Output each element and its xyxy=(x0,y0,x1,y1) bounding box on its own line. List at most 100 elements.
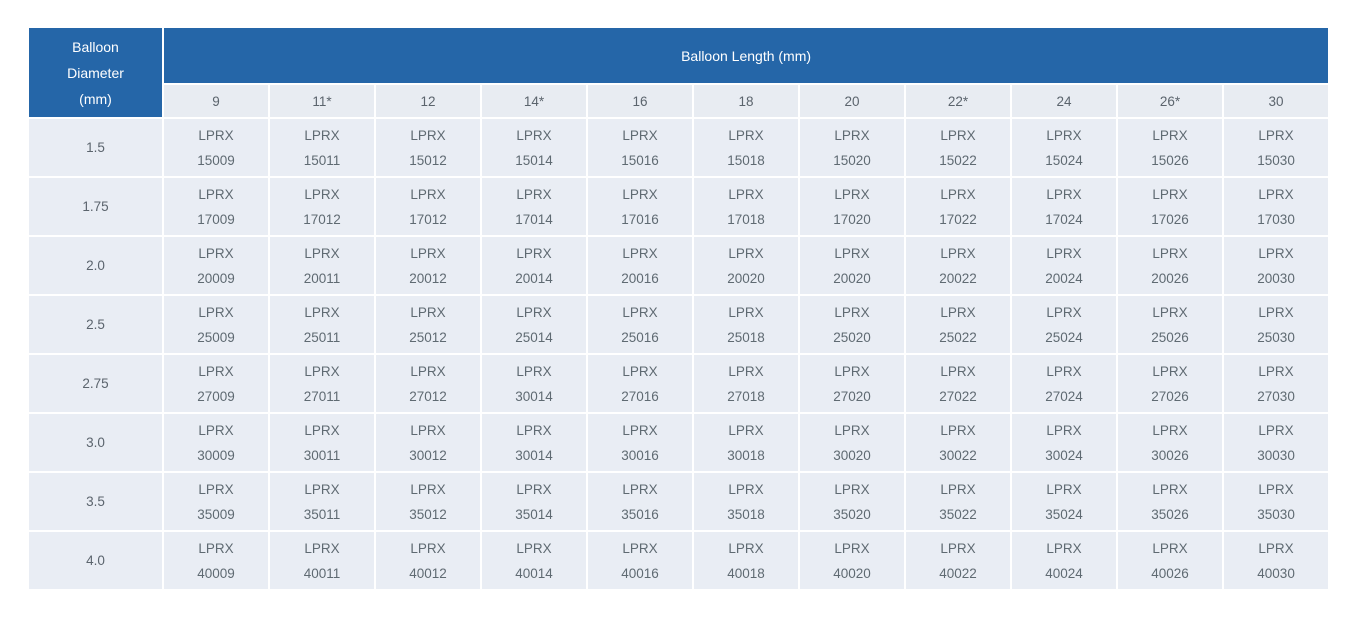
product-code-cell: LPRX 17009 xyxy=(162,176,270,237)
product-code-prefix: LPRX xyxy=(1046,481,1082,497)
product-code-number: 27020 xyxy=(833,388,871,404)
product-code-cell: LPRX 27024 xyxy=(1010,353,1118,414)
product-code-number: 40022 xyxy=(939,565,977,581)
product-code-cell: LPRX 27018 xyxy=(692,353,800,414)
product-code-number: 40026 xyxy=(1151,565,1189,581)
product-code-prefix: LPRX xyxy=(198,540,234,556)
product-code-cell: LPRX 20026 xyxy=(1116,235,1224,296)
length-column-header: 24 xyxy=(1010,83,1118,119)
product-code-number: 25016 xyxy=(621,329,659,345)
product-code-number: 15022 xyxy=(939,152,977,168)
product-code-number: 35012 xyxy=(409,506,447,522)
product-code-number: 27030 xyxy=(1257,388,1295,404)
product-code-number: 20020 xyxy=(727,270,765,286)
product-code-prefix: LPRX xyxy=(728,481,764,497)
product-code-prefix: LPRX xyxy=(198,245,234,261)
product-code-cell: LPRX 25016 xyxy=(586,294,694,355)
product-code-cell: LPRX 30018 xyxy=(692,412,800,473)
product-code-cell: LPRX 15022 xyxy=(904,117,1012,178)
product-code-number: 20030 xyxy=(1257,270,1295,286)
product-code-prefix: LPRX xyxy=(1258,245,1294,261)
product-code-prefix: LPRX xyxy=(622,481,658,497)
diameter-row-header: 2.5 xyxy=(27,294,164,355)
product-code-prefix: LPRX xyxy=(728,422,764,438)
product-code-number: 25012 xyxy=(409,329,447,345)
product-code-prefix: LPRX xyxy=(1152,127,1188,143)
product-code-prefix: LPRX xyxy=(834,304,870,320)
product-code-prefix: LPRX xyxy=(622,127,658,143)
product-code-number: 27011 xyxy=(303,388,341,404)
product-code-prefix: LPRX xyxy=(940,245,976,261)
product-code-cell: LPRX 25026 xyxy=(1116,294,1224,355)
product-code-cell: LPRX 35012 xyxy=(374,471,482,532)
product-code-number: 30009 xyxy=(197,447,235,463)
product-code-number: 35022 xyxy=(939,506,977,522)
product-code-prefix: LPRX xyxy=(834,363,870,379)
product-code-number: 30012 xyxy=(409,447,447,463)
product-code-number: 15018 xyxy=(727,152,765,168)
product-code-prefix: LPRX xyxy=(728,304,764,320)
length-column-header: 16 xyxy=(586,83,694,119)
product-code-cell: LPRX 35016 xyxy=(586,471,694,532)
product-code-number: 35016 xyxy=(621,506,659,522)
length-column-header: 14* xyxy=(480,83,588,119)
product-code-number: 40009 xyxy=(197,565,235,581)
product-code-number: 17009 xyxy=(197,211,235,227)
product-code-prefix: LPRX xyxy=(1046,245,1082,261)
diameter-row-header: 4.0 xyxy=(27,530,164,591)
table-row: 1.75 LPRX 17009 LPRX 17012 LPRX 17012 LPRX 17014… xyxy=(27,176,1331,237)
product-code-number: 17012 xyxy=(409,211,447,227)
product-code-cell: LPRX 35011 xyxy=(268,471,376,532)
product-code-prefix: LPRX xyxy=(940,127,976,143)
length-column-header: 22* xyxy=(904,83,1012,119)
product-code-prefix: LPRX xyxy=(1046,422,1082,438)
product-code-cell: LPRX 30024 xyxy=(1010,412,1118,473)
product-code-cell: LPRX 30014 xyxy=(480,353,588,414)
product-code-prefix: LPRX xyxy=(304,127,340,143)
product-code-cell: LPRX 30022 xyxy=(904,412,1012,473)
product-code-prefix: LPRX xyxy=(1152,481,1188,497)
product-code-cell: LPRX 20024 xyxy=(1010,235,1118,296)
product-code-prefix: LPRX xyxy=(516,304,552,320)
product-code-number: 27016 xyxy=(621,388,659,404)
balloon-diameter-header-line: Balloon xyxy=(72,38,119,55)
product-code-prefix: LPRX xyxy=(304,540,340,556)
product-code-cell: LPRX 20022 xyxy=(904,235,1012,296)
product-code-prefix: LPRX xyxy=(728,186,764,202)
product-code-number: 27012 xyxy=(409,388,447,404)
product-code-prefix: LPRX xyxy=(622,304,658,320)
product-code-cell: LPRX 40026 xyxy=(1116,530,1224,591)
product-code-number: 15009 xyxy=(197,152,235,168)
product-code-number: 25009 xyxy=(197,329,235,345)
length-column-header: 9 xyxy=(162,83,270,119)
product-code-cell: LPRX 35026 xyxy=(1116,471,1224,532)
product-code-prefix: LPRX xyxy=(198,422,234,438)
length-column-header: 30 xyxy=(1221,83,1331,119)
product-code-number: 35026 xyxy=(1151,506,1189,522)
product-code-cell: LPRX 15016 xyxy=(586,117,694,178)
product-code-number: 17030 xyxy=(1257,211,1295,227)
product-code-prefix: LPRX xyxy=(1046,127,1082,143)
product-code-number: 20011 xyxy=(303,270,341,286)
product-code-cell: LPRX 15009 xyxy=(162,117,270,178)
product-code-prefix: LPRX xyxy=(940,363,976,379)
product-code-prefix: LPRX xyxy=(622,540,658,556)
product-code-prefix: LPRX xyxy=(940,481,976,497)
product-code-prefix: LPRX xyxy=(304,245,340,261)
product-code-cell: LPRX 40022 xyxy=(904,530,1012,591)
product-code-number: 27026 xyxy=(1151,388,1189,404)
product-code-prefix: LPRX xyxy=(834,540,870,556)
product-code-prefix: LPRX xyxy=(622,422,658,438)
product-code-prefix: LPRX xyxy=(410,481,446,497)
product-code-prefix: LPRX xyxy=(728,540,764,556)
product-code-cell: LPRX 40020 xyxy=(798,530,906,591)
product-code-prefix: LPRX xyxy=(834,186,870,202)
product-code-cell: LPRX 35009 xyxy=(162,471,270,532)
product-code-prefix: LPRX xyxy=(198,304,234,320)
product-code-number: 20016 xyxy=(621,270,659,286)
product-code-number: 15014 xyxy=(515,152,553,168)
diameter-row-header: 1.5 xyxy=(27,117,164,178)
product-code-number: 20020 xyxy=(833,270,871,286)
product-code-number: 40018 xyxy=(727,565,765,581)
product-code-number: 35030 xyxy=(1257,506,1295,522)
